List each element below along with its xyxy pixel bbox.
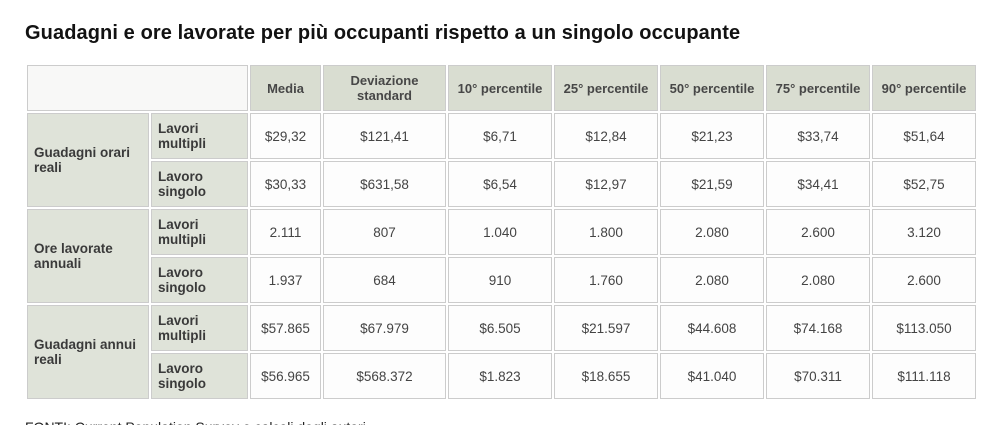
header-row: Media Deviazione standard 10° percentile 25… <box>27 65 976 111</box>
column-header: Media <box>250 65 321 111</box>
row-sub-label: Lavori multipli <box>151 209 248 255</box>
column-header: 10° percentile <box>448 65 552 111</box>
data-cell: $44.608 <box>660 305 764 351</box>
row-sub-label: Lavoro singolo <box>151 353 248 399</box>
column-header: Deviazione standard <box>323 65 446 111</box>
data-cell: 1.040 <box>448 209 552 255</box>
data-cell: $33,74 <box>766 113 870 159</box>
data-cell: $21.597 <box>554 305 658 351</box>
data-cell: $29,32 <box>250 113 321 159</box>
earnings-hours-table: Media Deviazione standard 10° percentile 25… <box>25 63 978 401</box>
data-cell: $631,58 <box>323 161 446 207</box>
row-sub-label: Lavoro singolo <box>151 257 248 303</box>
data-cell: $121,41 <box>323 113 446 159</box>
data-cell: 2.080 <box>766 257 870 303</box>
column-header: 90° percentile <box>872 65 976 111</box>
data-cell: 1.937 <box>250 257 321 303</box>
corner-cell <box>27 65 248 111</box>
data-cell: $34,41 <box>766 161 870 207</box>
row-sub-label: Lavoro singolo <box>151 161 248 207</box>
row-sub-label: Lavori multipli <box>151 113 248 159</box>
table-row: Ore lavorate annuali Lavori multipli 2.111… <box>27 209 976 303</box>
data-cell: $74.168 <box>766 305 870 351</box>
data-cell: 2.111 <box>250 209 321 255</box>
table-row: Guadagni orari reali Lavori multipli $29,3… <box>27 113 976 207</box>
column-header: 75° percentile <box>766 65 870 111</box>
data-cell: 3.120 <box>872 209 976 255</box>
data-cell: 2.080 <box>660 209 764 255</box>
table-row: Guadagni annui reali Lavori multipli $57.8… <box>27 305 976 399</box>
data-cell: $12,84 <box>554 113 658 159</box>
row-group-label: Ore lavorate annuali <box>27 209 149 303</box>
table-row: Lavoro singolo $30,33 $631,58 $6,54 $12,97 $2… <box>27 161 976 207</box>
data-cell: $6,71 <box>448 113 552 159</box>
data-cell: $52,75 <box>872 161 976 207</box>
data-cell: $6.505 <box>448 305 552 351</box>
data-cell: 2.600 <box>766 209 870 255</box>
data-cell: $67.979 <box>323 305 446 351</box>
data-cell: $568.372 <box>323 353 446 399</box>
table-body: Guadagni orari reali Lavori multipli $29,3… <box>27 113 976 399</box>
page-title: Guadagni e ore lavorate per più occupant… <box>25 22 741 44</box>
data-cell: 1.800 <box>554 209 658 255</box>
data-cell: $70.311 <box>766 353 870 399</box>
footnotes: FONTI: Current Population Survey e calco… <box>25 418 965 425</box>
data-cell: 684 <box>323 257 446 303</box>
column-header: 25° percentile <box>554 65 658 111</box>
data-cell: $57.865 <box>250 305 321 351</box>
data-cell: 1.760 <box>554 257 658 303</box>
data-cell: $56.965 <box>250 353 321 399</box>
row-sub-label: Lavori multipli <box>151 305 248 351</box>
table-row: Lavoro singolo $56.965 $568.372 $1.823 $18.6… <box>27 353 976 399</box>
data-cell: $18.655 <box>554 353 658 399</box>
data-cell: $21,23 <box>660 113 764 159</box>
data-cell: 910 <box>448 257 552 303</box>
data-cell: $12,97 <box>554 161 658 207</box>
data-cell: $51,64 <box>872 113 976 159</box>
row-group-label: Guadagni annui reali <box>27 305 149 399</box>
data-cell: $30,33 <box>250 161 321 207</box>
data-cell: 2.080 <box>660 257 764 303</box>
data-cell: $111.118 <box>872 353 976 399</box>
column-header: 50° percentile <box>660 65 764 111</box>
row-group-label: Guadagni orari reali <box>27 113 149 207</box>
data-cell: $41.040 <box>660 353 764 399</box>
data-cell: 807 <box>323 209 446 255</box>
table-header: Media Deviazione standard 10° percentile 25… <box>27 65 976 111</box>
data-cell: $113.050 <box>872 305 976 351</box>
data-cell: $6,54 <box>448 161 552 207</box>
data-cell: 2.600 <box>872 257 976 303</box>
data-cell: $21,59 <box>660 161 764 207</box>
data-cell: $1.823 <box>448 353 552 399</box>
table-row: Lavoro singolo 1.937 684 910 1.760 2.080 2.080… <box>27 257 976 303</box>
sources-note: FONTI: Current Population Survey e calco… <box>25 418 965 425</box>
